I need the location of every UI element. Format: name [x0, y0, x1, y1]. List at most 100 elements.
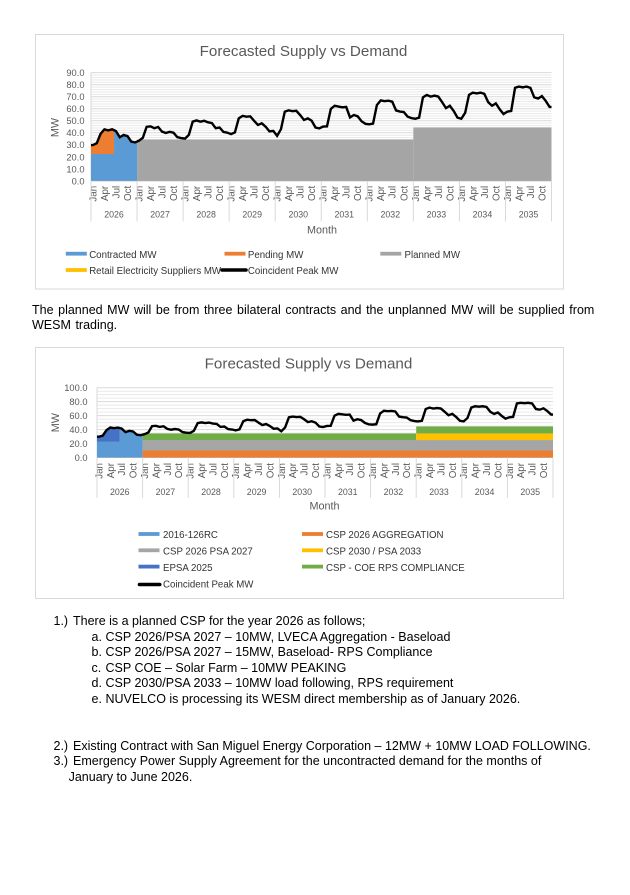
svg-text:Jan: Jan — [459, 463, 470, 479]
svg-text:CSP 2026 AGGREGATION: CSP 2026 AGGREGATION — [326, 530, 444, 541]
svg-text:40.0: 40.0 — [69, 425, 87, 435]
svg-text:Contracted MW: Contracted MW — [89, 250, 157, 261]
svg-text:2034: 2034 — [473, 210, 493, 220]
svg-text:Retail Electricity Suppliers M: Retail Electricity Suppliers MW — [89, 266, 222, 277]
svg-text:Apr: Apr — [197, 462, 208, 478]
svg-text:Oct: Oct — [174, 463, 185, 479]
svg-text:2030: 2030 — [288, 210, 308, 220]
svg-text:Apr: Apr — [243, 462, 254, 478]
svg-text:Jan: Jan — [319, 186, 330, 202]
svg-text:Jul: Jul — [117, 463, 128, 476]
svg-text:2033: 2033 — [427, 210, 447, 220]
svg-text:Jul: Jul — [345, 463, 356, 476]
svg-text:Jan: Jan — [277, 463, 288, 479]
svg-text:2033: 2033 — [429, 487, 449, 497]
svg-text:Jan: Jan — [181, 186, 192, 202]
svg-text:Jul: Jul — [157, 186, 168, 199]
svg-text:Jan: Jan — [94, 463, 105, 479]
svg-text:Oct: Oct — [265, 463, 276, 479]
svg-text:Jan: Jan — [140, 463, 151, 479]
svg-text:80.0: 80.0 — [66, 80, 84, 90]
svg-text:Oct: Oct — [448, 463, 459, 479]
svg-text:2031: 2031 — [338, 487, 358, 497]
svg-text:50.0: 50.0 — [66, 116, 84, 126]
svg-text:20.0: 20.0 — [69, 439, 87, 449]
svg-text:Oct: Oct — [169, 186, 180, 202]
svg-text:70.0: 70.0 — [66, 92, 84, 102]
svg-text:Jan: Jan — [411, 186, 422, 202]
svg-text:Apr: Apr — [100, 185, 111, 201]
svg-text:Oct: Oct — [129, 463, 140, 479]
svg-text:0.0: 0.0 — [72, 176, 85, 186]
svg-text:2029: 2029 — [247, 487, 267, 497]
svg-text:CSP 2026 PSA 2027: CSP 2026 PSA 2027 — [163, 547, 253, 558]
svg-text:20.0: 20.0 — [66, 152, 84, 162]
svg-text:Planned MW: Planned MW — [405, 250, 461, 261]
svg-text:MW: MW — [50, 117, 62, 137]
svg-text:2031: 2031 — [334, 210, 354, 220]
svg-text:Jan: Jan — [88, 186, 99, 202]
svg-text:Oct: Oct — [311, 463, 322, 479]
svg-text:Oct: Oct — [357, 463, 368, 479]
svg-text:Jan: Jan — [227, 186, 238, 202]
svg-text:Coincident Peak MW: Coincident Peak MW — [248, 266, 339, 277]
svg-text:Apr: Apr — [471, 462, 482, 478]
svg-text:Jul: Jul — [526, 186, 537, 199]
svg-text:Jul: Jul — [482, 463, 493, 476]
svg-text:2034: 2034 — [475, 487, 495, 497]
svg-text:Apr: Apr — [376, 185, 387, 201]
svg-text:Oct: Oct — [123, 186, 134, 202]
svg-text:Apr: Apr — [284, 185, 295, 201]
svg-text:Apr: Apr — [238, 185, 249, 201]
svg-text:Jul: Jul — [480, 186, 491, 199]
svg-text:Apr: Apr — [422, 185, 433, 201]
svg-text:40.0: 40.0 — [66, 128, 84, 138]
svg-text:2027: 2027 — [156, 487, 176, 497]
svg-text:2026: 2026 — [104, 210, 124, 220]
svg-text:Apr: Apr — [516, 462, 527, 478]
svg-text:Jul: Jul — [436, 463, 447, 476]
svg-text:CSP 2030 / PSA 2033: CSP 2030 / PSA 2033 — [326, 547, 421, 558]
svg-text:Jan: Jan — [505, 463, 516, 479]
svg-text:Apr: Apr — [106, 462, 117, 478]
svg-text:Jul: Jul — [342, 186, 353, 199]
svg-text:Jan: Jan — [414, 463, 425, 479]
svg-text:2035: 2035 — [520, 487, 540, 497]
svg-text:Jan: Jan — [457, 186, 468, 202]
svg-text:Apr: Apr — [146, 185, 157, 201]
svg-text:EPSA 2025: EPSA 2025 — [163, 563, 213, 574]
svg-text:Oct: Oct — [445, 186, 456, 202]
svg-text:Forecasted Supply vs Demand: Forecasted Supply vs Demand — [205, 355, 413, 372]
svg-text:Oct: Oct — [261, 186, 272, 202]
svg-text:2035: 2035 — [519, 210, 539, 220]
svg-text:60.0: 60.0 — [69, 411, 87, 421]
svg-text:30.0: 30.0 — [66, 140, 84, 150]
svg-text:Jan: Jan — [231, 463, 242, 479]
svg-text:10.0: 10.0 — [66, 164, 84, 174]
svg-text:Jul: Jul — [528, 463, 539, 476]
svg-text:2028: 2028 — [201, 487, 221, 497]
svg-text:Apr: Apr — [192, 185, 203, 201]
svg-text:Oct: Oct — [215, 186, 226, 202]
svg-text:80.0: 80.0 — [69, 397, 87, 407]
svg-text:Jul: Jul — [391, 463, 402, 476]
svg-text:2030: 2030 — [292, 487, 312, 497]
svg-text:Jan: Jan — [273, 186, 284, 202]
svg-text:Jan: Jan — [365, 186, 376, 202]
svg-text:Jul: Jul — [434, 186, 445, 199]
svg-text:Jan: Jan — [322, 463, 333, 479]
svg-text:Apr: Apr — [330, 185, 341, 201]
svg-text:2016-126RC: 2016-126RC — [163, 530, 218, 541]
svg-text:Oct: Oct — [220, 463, 231, 479]
svg-text:Oct: Oct — [491, 186, 502, 202]
svg-text:Oct: Oct — [307, 186, 318, 202]
svg-text:Month: Month — [307, 225, 337, 237]
svg-text:Oct: Oct — [537, 186, 548, 202]
svg-text:Jul: Jul — [300, 463, 311, 476]
svg-text:Jan: Jan — [503, 186, 514, 202]
svg-text:Jul: Jul — [111, 186, 122, 199]
svg-text:Apr: Apr — [334, 462, 345, 478]
svg-text:Apr: Apr — [425, 462, 436, 478]
svg-text:Jul: Jul — [208, 463, 219, 476]
svg-text:Coincident Peak MW: Coincident Peak MW — [163, 579, 254, 590]
